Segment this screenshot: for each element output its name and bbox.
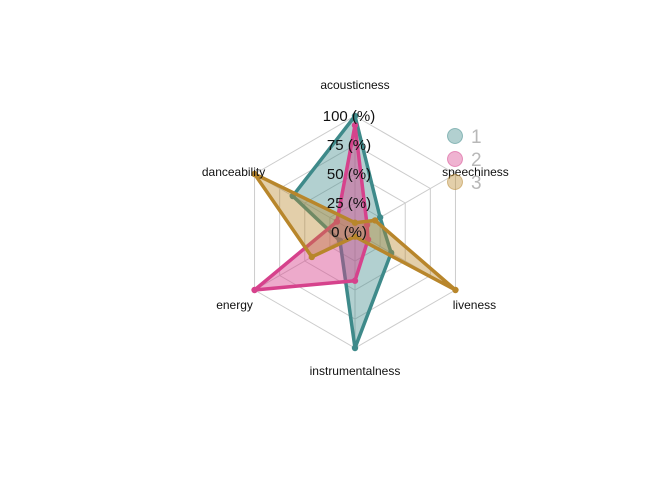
radar-series (251, 112, 459, 352)
axis-label-liveness: liveness (453, 298, 496, 312)
data-point-acousticness (351, 112, 359, 120)
grid-label: 0 (%) (331, 224, 367, 241)
grid-label: 100 (%) (323, 108, 376, 125)
data-point-instrumentalness (351, 277, 359, 284)
data-point-energy (251, 286, 258, 294)
legend-swatch (447, 174, 463, 190)
series-1 (289, 112, 395, 352)
data-point-energy (308, 253, 316, 261)
series-3 (251, 170, 459, 294)
data-point-danceability (251, 170, 258, 178)
legend-label: 3 (471, 173, 482, 194)
grid-label: 25 (%) (327, 195, 371, 212)
data-point-liveness (452, 286, 459, 294)
data-point-acousticness (351, 219, 359, 226)
radar-grid-labels: 0 (%) 25 (%) 50 (%) 75 (%) 100 (%) (323, 108, 376, 241)
data-point-danceability (333, 218, 341, 225)
series-2 (251, 122, 372, 294)
legend-swatch (447, 128, 463, 144)
axis-label-acousticness: acousticness (320, 78, 389, 92)
axis-label-energy: energy (216, 298, 253, 312)
legend-item: 3 (447, 173, 482, 194)
grid-label: 50 (%) (327, 166, 371, 183)
chart-legend: 123 (447, 127, 482, 194)
axis-label-instrumentalness: instrumentalness (310, 364, 401, 378)
radar-axis-labels: acousticnessspeechinesslivenessinstrumen… (202, 78, 509, 378)
data-point-instrumentalness (351, 344, 359, 352)
data-point-acousticness (351, 122, 359, 129)
data-point-speechiness (376, 214, 384, 221)
legend-item: 2 (447, 150, 482, 171)
legend-label: 1 (471, 127, 482, 148)
data-point-speechiness (371, 217, 379, 224)
data-point-speechiness (363, 221, 371, 229)
legend-swatch (447, 151, 463, 167)
grid-label: 75 (%) (327, 137, 371, 154)
legend-item: 1 (447, 127, 482, 148)
legend-label: 2 (471, 150, 482, 171)
axis-label-danceability: danceability (202, 165, 265, 179)
data-point-instrumentalness (351, 233, 359, 240)
